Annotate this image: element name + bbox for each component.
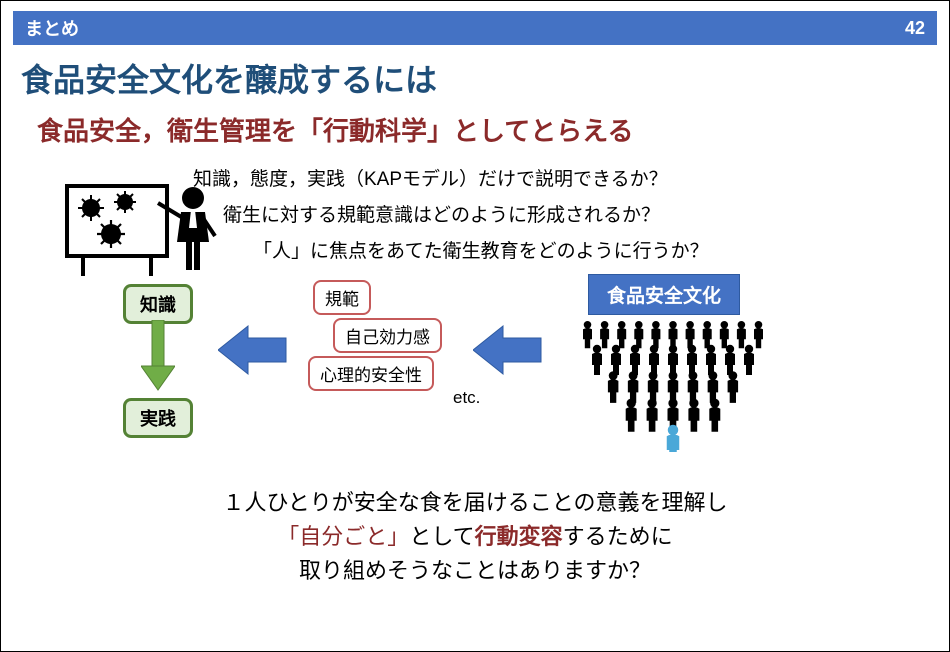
- slide-header: まとめ 42: [13, 11, 937, 45]
- crowd-icon: [558, 312, 788, 452]
- question-list: 知識，態度，実践（KAPモデル）だけで説明できるか？ 衛生に対する規範意識はどの…: [193, 162, 937, 270]
- arrow-left-2-icon: [473, 324, 543, 376]
- page-number: 42: [905, 18, 925, 39]
- practice-pill: 実践: [123, 398, 193, 438]
- psych-safety-pill: 心理的安全性: [308, 356, 434, 391]
- teacher-board-icon: [63, 178, 223, 298]
- question-1: 知識，態度，実践（KAPモデル）だけで説明できるか？: [193, 162, 937, 198]
- culture-badge: 食品安全文化: [588, 274, 740, 315]
- closing-text: １人ひとりが安全な食を届けることの意義を理解し 「自分ごと」として行動変容するた…: [13, 486, 937, 588]
- closing-line-1: １人ひとりが安全な食を届けることの意義を理解し: [13, 486, 937, 520]
- header-label: まとめ: [25, 15, 79, 41]
- slide-title: 食品安全文化を醸成するには: [21, 55, 929, 101]
- closing-koudou: 行動変容: [475, 524, 563, 549]
- arrow-down-icon: [141, 320, 175, 392]
- knowledge-pill: 知識: [123, 284, 193, 324]
- slide-subtitle: 食品安全，衛生管理を「行動科学」としてとらえる: [37, 111, 929, 148]
- etc-label: etc.: [453, 388, 480, 408]
- question-3: 「人」に焦点をあてた衛生教育をどのように行うか？: [253, 234, 937, 270]
- efficacy-pill: 自己効力感: [333, 318, 442, 353]
- closing-line-3: 取り組めそうなことはありますか？: [13, 554, 937, 588]
- norms-pill: 規範: [313, 280, 371, 315]
- question-2: 衛生に対する規範意識はどのように形成されるか？: [223, 198, 937, 234]
- diagram-area: 知識 実践 規範 自己効力感 心理的安全性 etc. 食品安全文化: [33, 278, 917, 478]
- closing-jibungoto: 「自分ごと」: [277, 524, 409, 549]
- closing-line-2: 「自分ごと」として行動変容するために: [13, 520, 937, 554]
- arrow-left-1-icon: [218, 324, 288, 376]
